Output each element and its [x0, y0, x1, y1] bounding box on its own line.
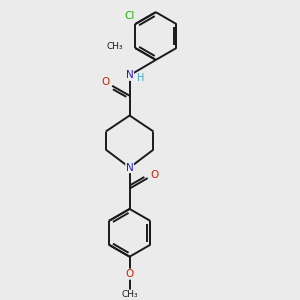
Text: CH₃: CH₃ — [121, 290, 138, 299]
Text: H: H — [137, 73, 144, 83]
Text: CH₃: CH₃ — [106, 42, 123, 51]
Text: O: O — [125, 269, 134, 279]
Text: N: N — [126, 163, 134, 172]
Text: N: N — [126, 70, 134, 80]
Text: O: O — [150, 169, 158, 180]
Text: O: O — [102, 77, 110, 87]
Text: Cl: Cl — [125, 11, 135, 21]
